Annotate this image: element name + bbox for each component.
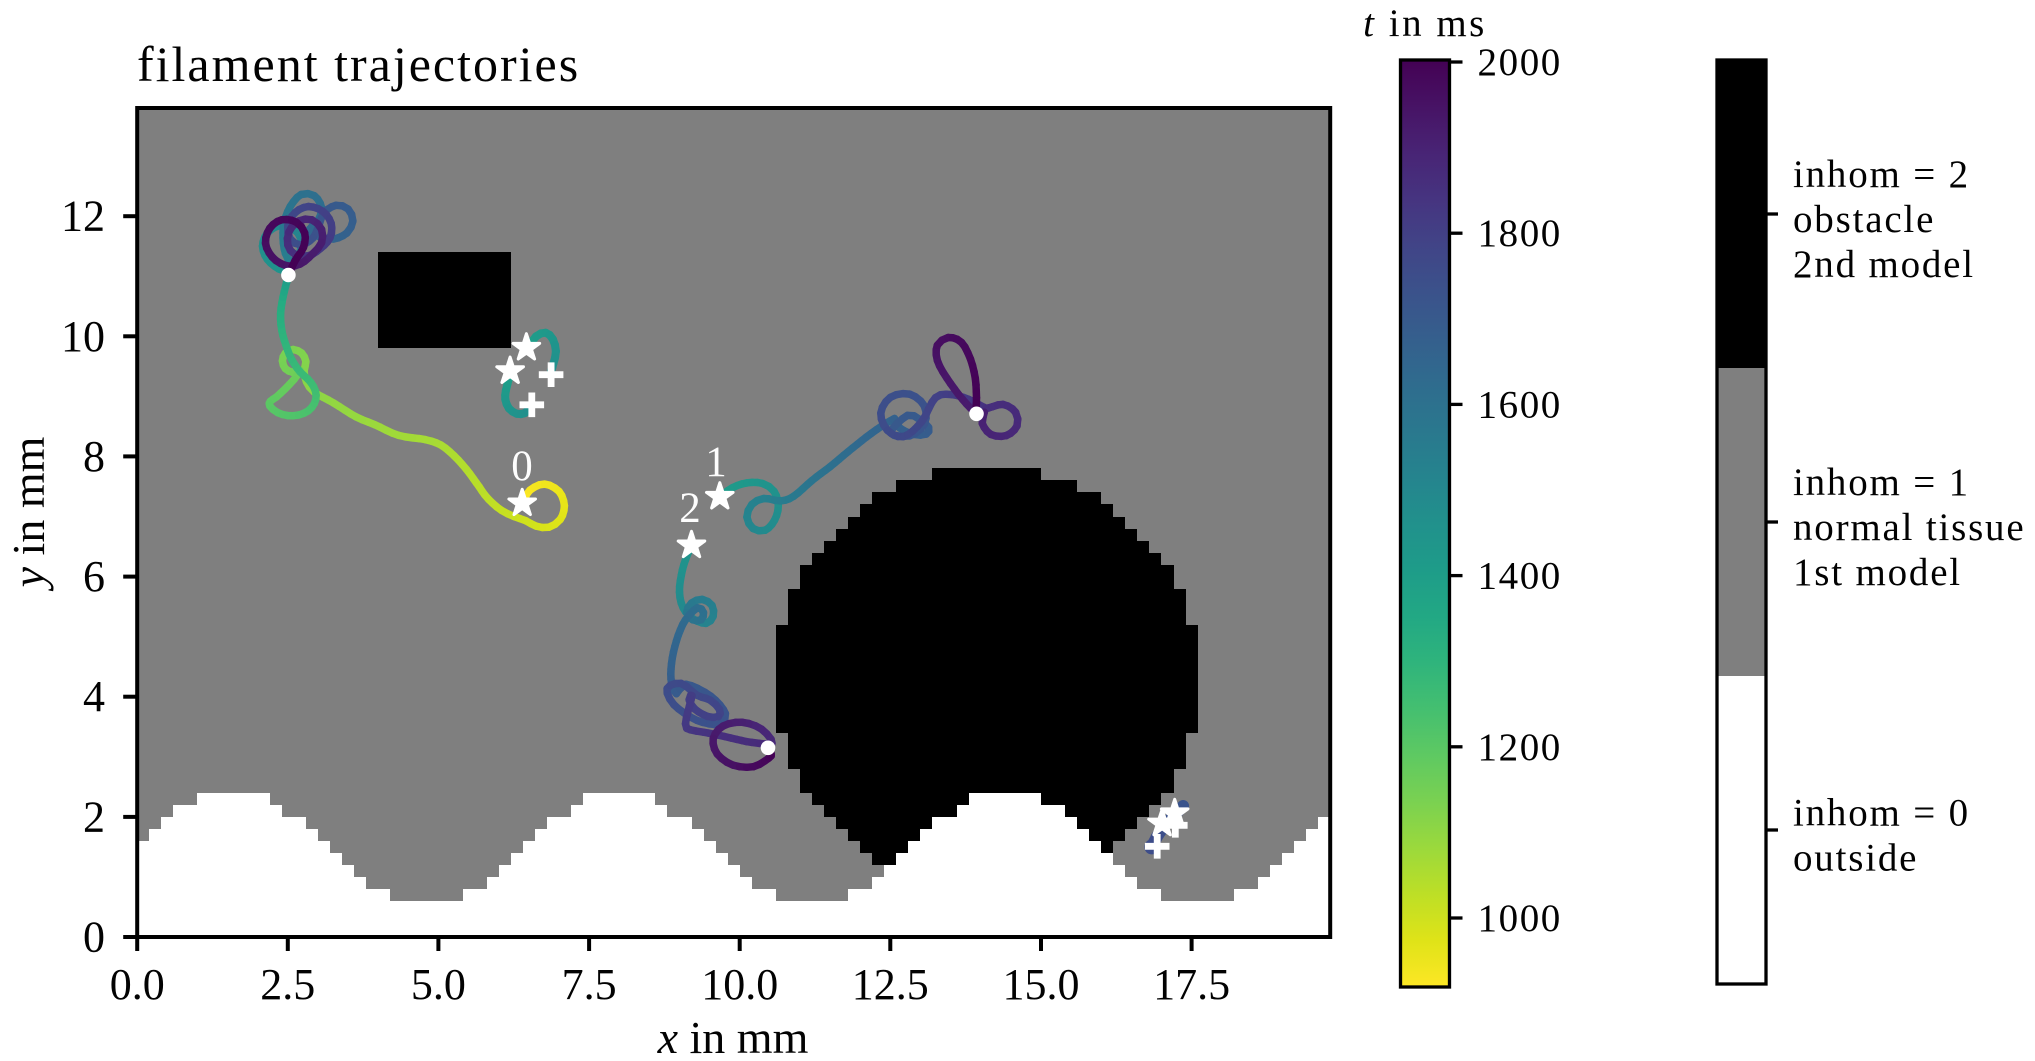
svg-text:obstacle: obstacle — [1793, 198, 1935, 241]
svg-text:y in mm: y in mm — [3, 436, 54, 591]
svg-text:0: 0 — [511, 443, 533, 490]
svg-text:1400: 1400 — [1478, 555, 1562, 598]
svg-text:1000: 1000 — [1478, 897, 1562, 940]
svg-text:1600: 1600 — [1478, 383, 1562, 426]
svg-text:t in ms: t in ms — [1363, 2, 1487, 45]
svg-text:2.5: 2.5 — [260, 960, 315, 1009]
svg-text:2000: 2000 — [1478, 41, 1562, 84]
svg-text:10: 10 — [61, 312, 105, 361]
svg-text:2: 2 — [83, 792, 105, 841]
svg-text:inhom = 2: inhom = 2 — [1793, 153, 1970, 196]
svg-text:8: 8 — [83, 432, 105, 481]
svg-text:17.5: 17.5 — [1153, 960, 1230, 1009]
svg-text:5.0: 5.0 — [411, 960, 466, 1009]
svg-text:1800: 1800 — [1478, 212, 1562, 255]
svg-text:0: 0 — [83, 913, 105, 962]
svg-text:12: 12 — [61, 192, 105, 241]
svg-text:1200: 1200 — [1478, 726, 1562, 769]
svg-text:10.0: 10.0 — [701, 960, 778, 1009]
svg-text:1st model: 1st model — [1793, 551, 1962, 594]
svg-text:normal tissue: normal tissue — [1793, 506, 2025, 549]
svg-text:2: 2 — [679, 485, 701, 532]
svg-text:filament trajectories: filament trajectories — [137, 36, 580, 92]
svg-text:outside: outside — [1793, 837, 1918, 880]
svg-text:7.5: 7.5 — [562, 960, 617, 1009]
svg-text:inhom = 1: inhom = 1 — [1793, 461, 1970, 504]
svg-text:12.5: 12.5 — [852, 960, 929, 1009]
svg-text:inhom = 0: inhom = 0 — [1793, 792, 1970, 835]
svg-text:6: 6 — [83, 552, 105, 601]
svg-text:4: 4 — [83, 672, 105, 721]
svg-text:x in mm: x in mm — [657, 1012, 809, 1061]
svg-text:2nd model: 2nd model — [1793, 243, 1975, 286]
svg-text:1: 1 — [705, 439, 727, 486]
svg-text:15.0: 15.0 — [1003, 960, 1080, 1009]
svg-text:0.0: 0.0 — [110, 960, 165, 1009]
